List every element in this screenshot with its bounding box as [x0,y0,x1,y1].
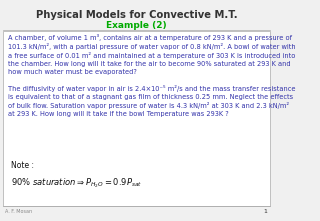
Text: Example (2): Example (2) [106,21,167,30]
Text: A. F. Mosan: A. F. Mosan [5,209,33,214]
Text: Note :: Note : [11,161,34,170]
FancyBboxPatch shape [3,31,270,206]
Text: 1: 1 [264,209,268,214]
Text: $90\%\ saturation \Rightarrow P_{H_2O} = 0.9P_{sat}$: $90\%\ saturation \Rightarrow P_{H_2O} =… [11,177,142,190]
Text: A chamber, of volume 1 m³, contains air at a temperature of 293 K and a pressure: A chamber, of volume 1 m³, contains air … [8,34,296,75]
Text: The diffusivity of water vapor in air is 2.4×10⁻⁵ m²/s and the mass transfer res: The diffusivity of water vapor in air is… [8,85,296,117]
Text: Physical Models for Convective M.T.: Physical Models for Convective M.T. [36,10,237,20]
